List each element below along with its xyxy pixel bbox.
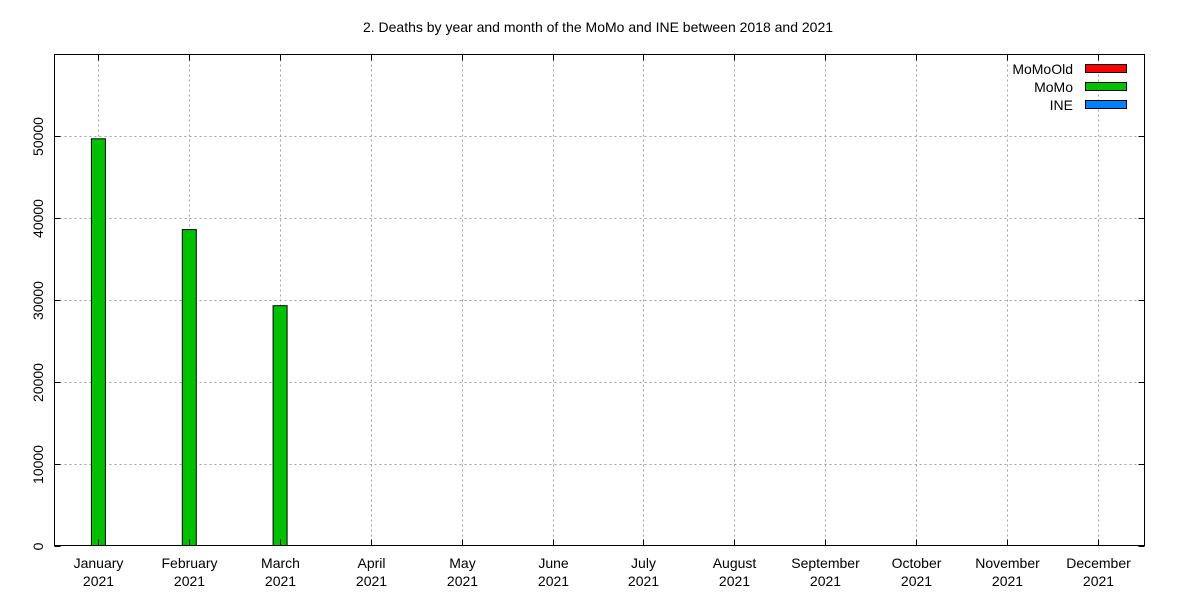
x-tick-label-month: November — [975, 555, 1040, 571]
plot-frame — [54, 54, 1145, 546]
legend: MoMoOld MoMo INE — [1012, 61, 1127, 113]
legend-swatch — [1085, 64, 1127, 73]
legend-label: INE — [1050, 97, 1073, 113]
y-axis: 0 10000 20000 30000 40000 50000 — [30, 117, 1145, 550]
x-tick-label-year: 2021 — [992, 573, 1023, 589]
x-tick-label-year: 2021 — [265, 573, 296, 589]
bars — [90, 138, 288, 547]
bar-momo — [90, 138, 106, 547]
x-tick-label-month: April — [357, 555, 385, 571]
y-tick-label: 20000 — [30, 363, 46, 402]
y-tick-label: 0 — [30, 542, 46, 550]
x-tick-label-month: June — [538, 555, 569, 571]
x-tick-label-month: August — [713, 555, 757, 571]
legend-swatch — [1085, 82, 1127, 91]
x-tick-label-month: March — [261, 555, 300, 571]
bar-momo — [181, 229, 197, 546]
bar-momo — [272, 305, 288, 547]
chart-title: 2. Deaths by year and month of the MoMo … — [363, 19, 833, 35]
x-tick-label-year: 2021 — [901, 573, 932, 589]
y-tick-label: 30000 — [30, 281, 46, 320]
y-tick-label: 40000 — [30, 199, 46, 238]
x-tick-label-year: 2021 — [83, 573, 114, 589]
x-axis: January 2021 February 2021 March 2021 April 202… — [74, 54, 1131, 589]
legend-label: MoMo — [1034, 79, 1073, 95]
legend-label: MoMoOld — [1012, 61, 1073, 77]
x-tick-label-month: February — [161, 555, 217, 571]
x-tick-label-month: May — [449, 555, 475, 571]
x-tick-label-year: 2021 — [1083, 573, 1114, 589]
x-tick-label-month: January — [74, 555, 124, 571]
y-tick-label: 10000 — [30, 445, 46, 484]
x-tick-label-year: 2021 — [538, 573, 569, 589]
x-tick-label-year: 2021 — [719, 573, 750, 589]
legend-swatch — [1085, 100, 1127, 109]
y-tick-label: 50000 — [30, 117, 46, 156]
x-tick-label-month: December — [1066, 555, 1131, 571]
x-tick-label-year: 2021 — [356, 573, 387, 589]
x-tick-label-year: 2021 — [174, 573, 205, 589]
x-tick-label-year: 2021 — [447, 573, 478, 589]
gridlines — [54, 54, 1145, 546]
x-tick-label-year: 2021 — [810, 573, 841, 589]
x-tick-label-month: October — [892, 555, 942, 571]
x-tick-label-month: July — [631, 555, 656, 571]
x-tick-label-month: September — [791, 555, 860, 571]
x-tick-label-year: 2021 — [628, 573, 659, 589]
